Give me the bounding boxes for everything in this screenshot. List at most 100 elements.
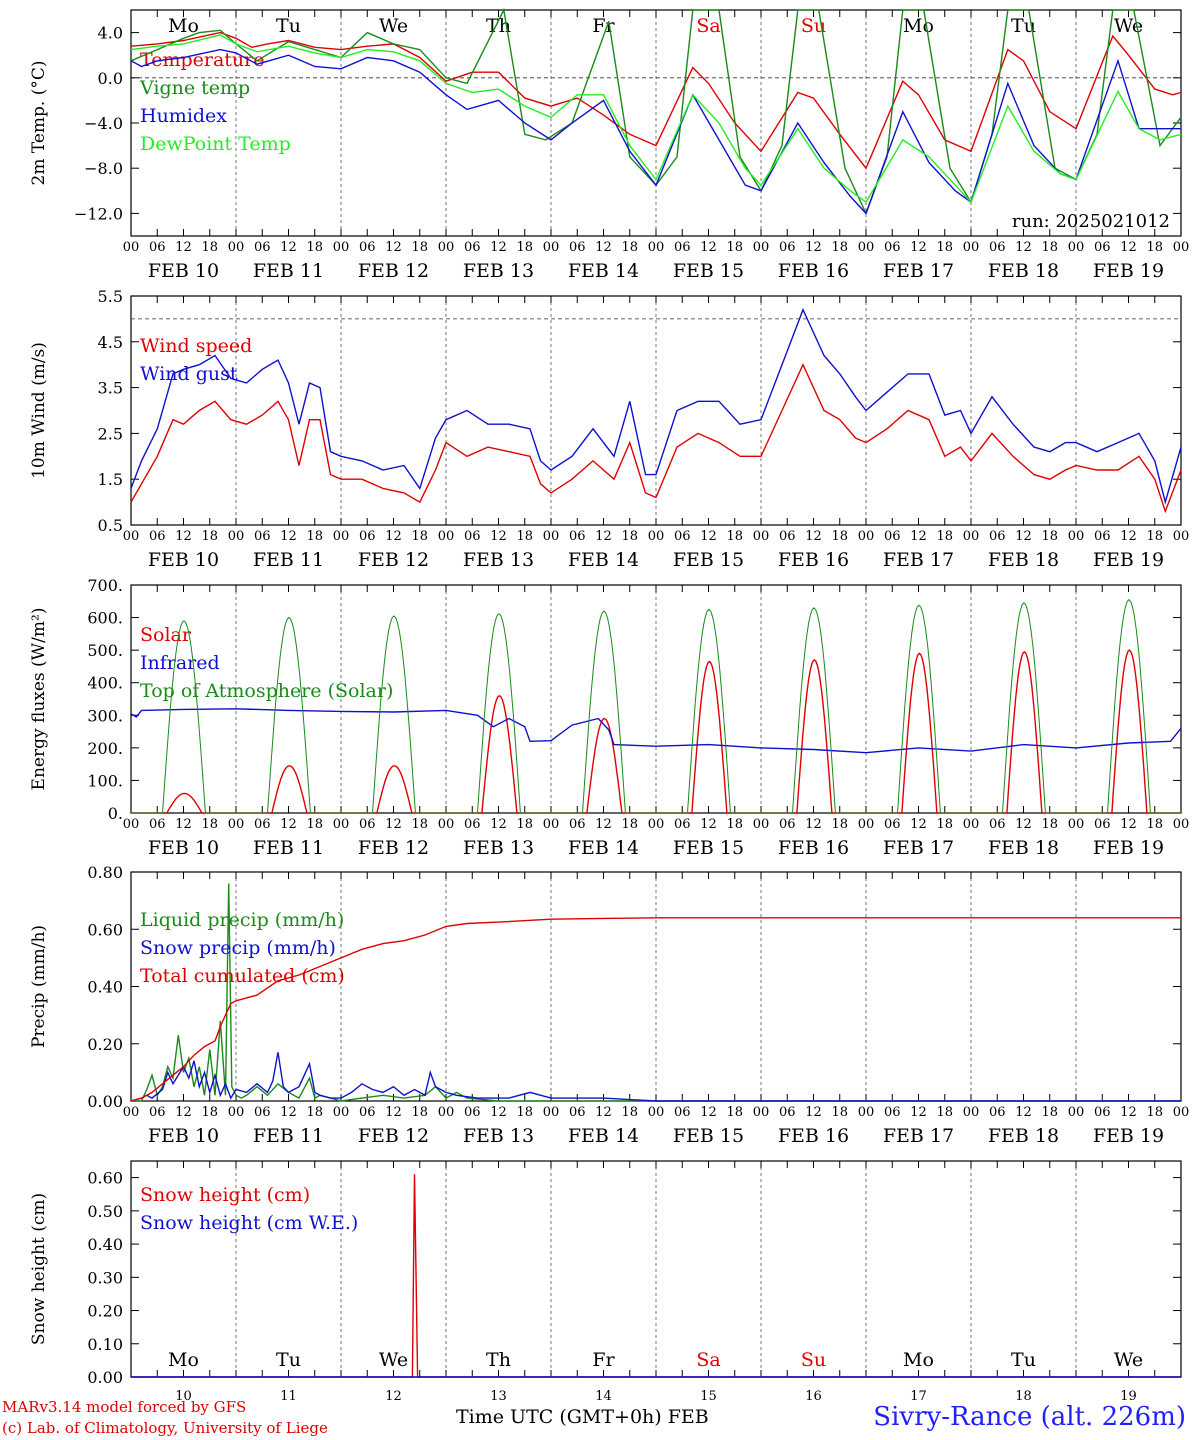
date-label: FEB 16 xyxy=(778,549,849,571)
day-name-label: Sa xyxy=(696,15,720,37)
y-axis-label: Energy fluxes (W/m²) xyxy=(29,608,49,791)
hour-tick-label: 06 xyxy=(779,817,796,832)
y-tick-label: 600. xyxy=(87,609,123,628)
date-label: FEB 17 xyxy=(883,837,954,859)
hour-tick-label: 18 xyxy=(516,817,533,832)
hour-tick-label: 06 xyxy=(569,1105,586,1120)
series-line xyxy=(130,48,1181,215)
day-number-label: 18 xyxy=(1015,1389,1032,1404)
lab-credit: (c) Lab. of Climatology, University of L… xyxy=(2,1419,328,1437)
hour-tick-label: 06 xyxy=(989,1105,1006,1120)
panel-2: 00 06 12 18 00 06 12 18 00 06 12 18 00 06 12 18 00 06 12 18… xyxy=(29,287,1189,571)
legend-entry: Vigne temp xyxy=(139,77,250,99)
hour-tick-label: 18 xyxy=(621,1105,638,1120)
legend-entry: Wind speed xyxy=(140,335,252,357)
legend-entry: Wind gust xyxy=(140,363,238,385)
hour-tick-label: 06 xyxy=(569,240,586,255)
hour-tick-label: 06 xyxy=(464,240,481,255)
hour-tick-label: 00 xyxy=(1173,817,1190,832)
series-line xyxy=(130,7,1182,216)
legend-entry: Top of Atmosphere (Solar) xyxy=(140,680,393,702)
y-tick-label: 700. xyxy=(87,576,123,595)
date-label: FEB 19 xyxy=(1093,260,1164,282)
hour-tick-label: 00 xyxy=(753,1105,770,1120)
hour-tick-label: 00 xyxy=(228,240,245,255)
y-tick-label: 500. xyxy=(87,641,123,660)
y-tick-label: 0.20 xyxy=(87,1302,123,1321)
y-tick-label: 0.40 xyxy=(87,978,123,997)
hour-tick-label: 18 xyxy=(1041,1105,1058,1120)
hour-tick-label: 06 xyxy=(464,1105,481,1120)
legend-entry: Temperature xyxy=(140,49,264,71)
legend-entry: Snow height (cm) xyxy=(140,1184,310,1206)
hour-tick-label: 00 xyxy=(543,529,560,544)
date-label: FEB 10 xyxy=(148,260,219,282)
hour-tick-label: 18 xyxy=(831,240,848,255)
y-tick-label: 100. xyxy=(87,771,123,790)
date-label: FEB 18 xyxy=(988,1125,1059,1147)
hour-tick-label: 12 xyxy=(1120,1105,1137,1120)
date-label: FEB 17 xyxy=(883,1125,954,1147)
hour-tick-label: 06 xyxy=(254,529,271,544)
hour-tick-label: 12 xyxy=(700,529,717,544)
hour-tick-label: 00 xyxy=(753,529,770,544)
hour-tick-label: 00 xyxy=(333,240,350,255)
date-label: FEB 13 xyxy=(463,260,534,282)
hour-tick-label: 18 xyxy=(726,240,743,255)
hour-tick-label: 06 xyxy=(989,529,1006,544)
hour-tick-label: 18 xyxy=(831,1105,848,1120)
hour-tick-label: 00 xyxy=(123,529,140,544)
y-tick-label: 2.5 xyxy=(98,424,123,443)
station-name: Sivry-Rance (alt. 226m) xyxy=(873,1402,1186,1432)
series-line xyxy=(130,31,1182,170)
hour-tick-label: 06 xyxy=(254,1105,271,1120)
hour-tick-label: 06 xyxy=(569,529,586,544)
hour-tick-label: 00 xyxy=(858,529,875,544)
y-tick-label: 0.60 xyxy=(87,1169,123,1188)
date-label: FEB 13 xyxy=(463,549,534,571)
date-label: FEB 13 xyxy=(463,1125,534,1147)
hour-tick-label: 00 xyxy=(438,1105,455,1120)
hour-tick-label: 06 xyxy=(359,529,376,544)
hour-tick-label: 06 xyxy=(779,1105,796,1120)
hour-tick-label: 00 xyxy=(438,817,455,832)
hour-tick-label: 12 xyxy=(595,817,612,832)
hour-tick-label: 00 xyxy=(648,1105,665,1120)
hour-tick-label: 12 xyxy=(1015,240,1032,255)
legend-entry: Snow height (cm W.E.) xyxy=(140,1212,358,1234)
y-axis-label: Precip (mm/h) xyxy=(29,925,49,1048)
day-number-label: 15 xyxy=(700,1389,717,1404)
hour-tick-label: 00 xyxy=(543,817,560,832)
day-name-label: Mo xyxy=(168,1349,199,1371)
hour-tick-label: 00 xyxy=(543,240,560,255)
y-axis-label: Snow height (cm) xyxy=(29,1193,49,1345)
hour-tick-label: 12 xyxy=(1015,529,1032,544)
y-axis-label: 2m Temp. (°C) xyxy=(29,60,49,185)
day-name-label: We xyxy=(379,15,408,37)
y-tick-label: 200. xyxy=(87,739,123,758)
legend-entry: Infrared xyxy=(140,652,220,674)
hour-tick-label: 12 xyxy=(700,817,717,832)
day-name-label: Fr xyxy=(592,1349,615,1371)
hour-tick-label: 00 xyxy=(333,817,350,832)
panel-1: 00 06 12 18 00 06 12 18 00 06 12 18 00 06 12 18 00 06 12 18… xyxy=(29,7,1189,282)
hour-tick-label: 06 xyxy=(779,240,796,255)
y-tick-label: 0.10 xyxy=(87,1335,123,1354)
hour-tick-label: 18 xyxy=(936,529,953,544)
date-label: FEB 11 xyxy=(253,260,324,282)
legend-entry: Snow precip (mm/h) xyxy=(140,937,336,959)
y-tick-label: 4.5 xyxy=(98,333,123,352)
day-number-label: 12 xyxy=(385,1389,402,1404)
hour-tick-label: 00 xyxy=(753,817,770,832)
hour-tick-label: 00 xyxy=(963,240,980,255)
date-label: FEB 13 xyxy=(463,837,534,859)
date-label: FEB 15 xyxy=(673,837,744,859)
hour-tick-label: 00 xyxy=(123,1105,140,1120)
day-name-label: We xyxy=(379,1349,408,1371)
series-line xyxy=(131,598,1181,814)
hour-tick-label: 00 xyxy=(648,240,665,255)
hour-tick-label: 06 xyxy=(989,240,1006,255)
time-axis-title: Time UTC (GMT+0h) FEB xyxy=(456,1406,709,1428)
hour-tick-label: 18 xyxy=(306,817,323,832)
hour-tick-label: 06 xyxy=(989,817,1006,832)
